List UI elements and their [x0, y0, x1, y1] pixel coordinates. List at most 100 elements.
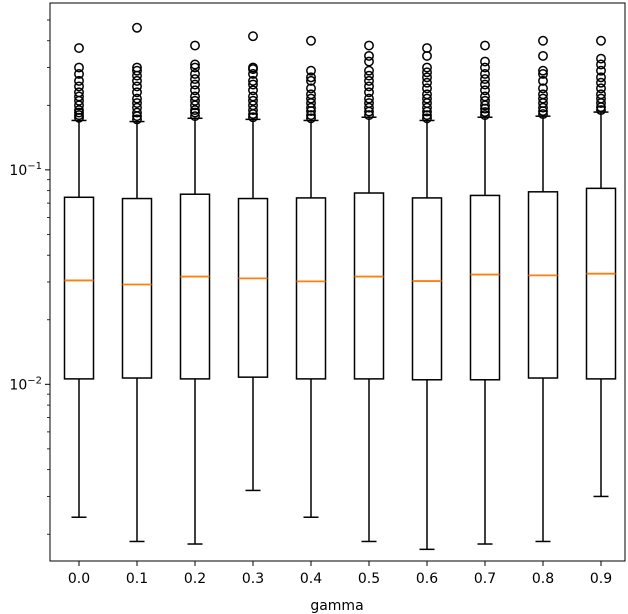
outlier-point: [74, 62, 84, 73]
x-tick-label: 0.7: [474, 571, 496, 587]
outlier-point: [248, 69, 258, 79]
outlier-point: [364, 70, 374, 81]
iqr-box: [353, 192, 385, 380]
outlier-point: [538, 89, 548, 100]
outlier-point: [190, 95, 200, 106]
outlier-point: [364, 50, 374, 61]
outlier-point: [538, 69, 548, 79]
x-tick-label: 0.1: [126, 571, 148, 587]
outlier-point: [480, 62, 490, 73]
outlier-point: [306, 35, 316, 46]
outlier-point: [364, 93, 374, 104]
outlier-point: [596, 65, 606, 76]
outlier-point: [480, 110, 490, 121]
x-axis-label: gamma: [310, 598, 363, 614]
iqr-box: [179, 193, 211, 380]
outlier-point: [132, 114, 142, 125]
box-0.1: [121, 22, 153, 543]
box-0.2: [179, 40, 211, 545]
outlier-point: [132, 93, 142, 104]
outlier-point: [74, 105, 84, 116]
outlier-point: [190, 40, 200, 51]
outlier-point: [248, 105, 258, 116]
outlier-point: [422, 67, 432, 78]
outlier-point: [132, 75, 142, 86]
outlier-point: [422, 113, 432, 124]
outlier-point: [248, 95, 258, 106]
iqr-box: [237, 197, 269, 378]
outlier-point: [596, 35, 606, 46]
iqr-box: [527, 191, 559, 379]
outlier-point: [364, 110, 374, 121]
outlier-point: [74, 81, 84, 92]
x-tick-label: 0.5: [358, 571, 380, 587]
outlier-point: [480, 40, 490, 51]
outlier-point: [132, 87, 142, 98]
box-0.3: [237, 31, 269, 492]
outlier-point: [248, 85, 258, 96]
outlier-point: [596, 77, 606, 88]
outlier-point: [364, 81, 374, 92]
outlier-point: [248, 112, 258, 123]
x-tick-label: 0.9: [590, 571, 612, 587]
iqr-box: [295, 197, 327, 380]
box-0.5: [353, 40, 385, 543]
outlier-point: [422, 77, 432, 88]
outlier-point: [422, 110, 432, 121]
outlier-point: [132, 62, 142, 73]
outlier-point: [480, 79, 490, 90]
box-0.9: [585, 35, 617, 498]
outlier-point: [538, 65, 548, 76]
outlier-point: [480, 107, 490, 118]
outlier-point: [190, 91, 200, 102]
y-tick-label: 10−1: [9, 161, 42, 179]
outlier-point: [132, 107, 142, 118]
outlier-point: [190, 59, 200, 70]
outlier-point: [364, 87, 374, 98]
outlier-point: [248, 75, 258, 86]
outlier-point: [306, 83, 316, 94]
outlier-point: [248, 31, 258, 42]
outlier-point: [248, 62, 258, 73]
outlier-point: [132, 81, 142, 92]
x-tick-label: 0.6: [416, 571, 438, 587]
outlier-point: [74, 69, 84, 79]
plot-area: [63, 22, 617, 551]
outlier-point: [306, 93, 316, 104]
outlier-point: [190, 79, 200, 90]
iqr-box: [63, 196, 95, 380]
outlier-point: [596, 105, 606, 116]
outlier-point: [74, 87, 84, 98]
outlier-point: [74, 43, 84, 53]
axes: 0.0 0.1 0.2 0.3 0.4 0.5 0.6 0.7 0.8 0.9 10−2 10−1: [9, 19, 612, 587]
outlier-point: [248, 91, 258, 102]
outlier-point: [480, 95, 490, 106]
outlier-point: [190, 74, 200, 85]
x-tick-label: 0.2: [184, 571, 206, 587]
outlier-point: [364, 65, 374, 76]
box-0.0: [63, 43, 95, 518]
box-0.4: [295, 35, 327, 518]
outlier-point: [480, 85, 490, 96]
outlier-point: [190, 62, 200, 73]
outlier-point: [190, 105, 200, 116]
iqr-box: [469, 194, 501, 381]
outlier-point: [364, 75, 374, 86]
outlier-point: [306, 72, 316, 83]
outlier-point: [364, 56, 374, 67]
outlier-point: [190, 69, 200, 79]
outlier-point: [538, 75, 548, 86]
outlier-point: [422, 43, 432, 53]
outlier-point: [596, 72, 606, 83]
outlier-point: [422, 89, 432, 100]
box-0.8: [527, 35, 559, 543]
outlier-point: [132, 22, 142, 33]
box-0.7: [469, 40, 501, 545]
outlier-point: [306, 65, 316, 76]
outlier-point: [480, 91, 490, 102]
y-tick-label: 10−2: [9, 375, 42, 393]
iqr-box: [121, 197, 153, 379]
outlier-point: [74, 91, 84, 102]
x-tick-label: 0.4: [300, 571, 322, 587]
